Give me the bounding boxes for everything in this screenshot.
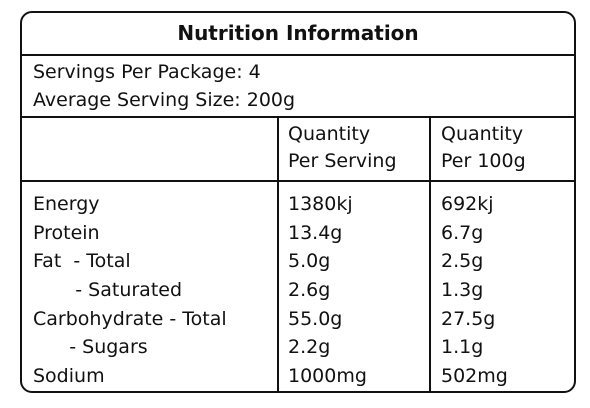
header-per-100g-line-2: Per 100g [441, 150, 526, 172]
row-name: - Sugars [33, 336, 148, 359]
header-per-serving: Quantity Per Serving [288, 121, 397, 175]
header-per-100g: Quantity Per 100g [441, 121, 526, 175]
divider-servings [22, 116, 574, 118]
row-per-serving: 5.0g [288, 250, 331, 273]
per-100g-column: 692kj 6.7g 2.5g 1.3g 27.5g 1.1g 502mg [441, 190, 571, 391]
row-per-serving: 2.6g [288, 279, 331, 302]
row-per-serving: 1000mg [288, 365, 367, 388]
row-name: Energy [33, 193, 100, 215]
row-per-100g: 2.5g [441, 250, 484, 273]
header-per-100g-line-1: Quantity [441, 123, 524, 145]
row-per-serving: 55.0g [288, 307, 343, 330]
average-serving-size: Average Serving Size: 200g [33, 89, 296, 111]
row-per-100g: 6.7g [441, 221, 484, 244]
nutrition-panel: Nutrition Information Servings Per Packa… [20, 11, 576, 393]
row-name: Carbohydrate - Total [33, 307, 227, 330]
row-per-serving: 2.2g [288, 336, 331, 359]
row-per-100g: 27.5g [441, 307, 496, 330]
divider-header [22, 180, 574, 182]
header-per-serving-line-1: Quantity [288, 123, 371, 145]
row-per-100g: 1.3g [441, 279, 484, 302]
row-per-serving: 13.4g [288, 221, 343, 244]
row-name: Sodium [33, 365, 105, 388]
servings-per-package: Servings Per Package: 4 [33, 61, 261, 83]
panel-title: Nutrition Information [22, 13, 574, 56]
row-name: Fat - Total [33, 250, 131, 273]
row-per-100g: 1.1g [441, 336, 484, 359]
row-per-100g: 502mg [441, 365, 508, 388]
row-per-serving: 1380kj [288, 193, 353, 215]
row-name: Protein [33, 221, 100, 244]
column-divider-1 [277, 116, 279, 391]
row-per-100g: 692kj [441, 193, 494, 215]
servings-info: Servings Per Package: 4 Average Serving … [33, 58, 568, 116]
column-divider-2 [429, 116, 431, 391]
header-per-serving-line-2: Per Serving [288, 150, 397, 172]
row-name: - Saturated [33, 279, 183, 302]
per-serving-column: 1380kj 13.4g 5.0g 2.6g 55.0g 2.2g 1000mg [288, 190, 430, 391]
nutrient-names-column: Energy Protein Fat - Total - Saturated C… [33, 190, 278, 391]
